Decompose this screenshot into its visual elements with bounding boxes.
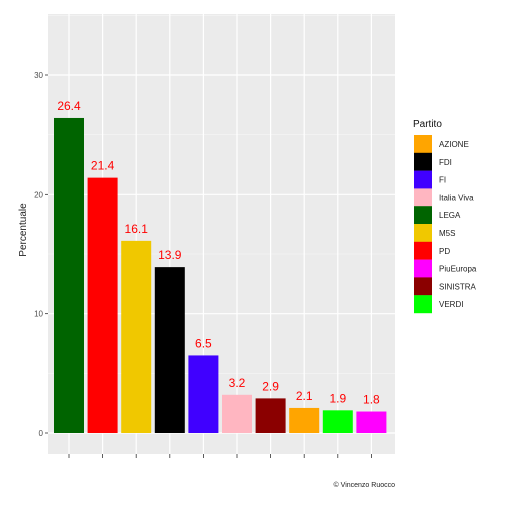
legend-label: AZIONE [439,140,469,149]
data-label: 6.5 [195,336,212,350]
bar-fi [188,355,219,433]
y-axis-title: Percentuale [18,203,29,257]
legend-swatch [414,259,432,278]
data-label: 1.8 [363,393,380,407]
legend-swatch [414,224,432,242]
legend-swatch [414,277,432,296]
bar-piueuropa [356,411,387,433]
bar-lega [54,117,84,434]
legend-label: FDI [439,158,452,167]
legend-swatch [414,295,432,314]
legend: Partito AZIONE FDI FI Italia Viva LEGA M5S PD P… [413,119,477,314]
caption: © Vincenzo Ruocco [334,481,396,489]
legend-swatch [414,170,432,189]
y-tick-label: 0 [39,429,44,438]
data-label: 3.2 [229,376,246,390]
legend-label: LEGA [439,211,461,220]
legend-label: SINISTRA [439,282,477,291]
legend-swatch [414,188,432,207]
y-tick-label: 30 [34,71,43,80]
bar-sinistra [255,398,286,433]
bar-fdi [154,267,185,433]
x-axis [68,454,372,458]
bar-azione [289,407,320,433]
legend-swatch [414,241,432,260]
bar-italia-viva [222,394,252,433]
bar-verdi [322,410,353,433]
y-axis: 0 10 20 30 [34,71,48,438]
data-label: 13.9 [158,248,182,262]
legend-swatch [414,206,432,225]
y-tick-label: 20 [34,190,43,199]
legend-label: Italia Viva [439,193,474,202]
data-label: 2.1 [296,389,313,403]
data-label: 26.4 [57,99,81,113]
data-label: 1.9 [329,391,346,405]
legend-label: PD [439,247,450,256]
legend-title: Partito [413,119,442,130]
bars [54,117,387,434]
legend-items: AZIONE FDI FI Italia Viva LEGA M5S PD PiuEuropa… [414,135,477,314]
data-label: 16.1 [125,222,149,236]
legend-label: PiuEuropa [439,265,477,274]
legend-swatch [414,152,432,171]
bar-m5s [121,240,152,433]
legend-label: M5S [439,229,455,238]
legend-label: FI [439,176,446,185]
y-tick-label: 10 [34,310,43,319]
legend-label: VERDI [439,300,463,309]
legend-swatch [414,135,432,153]
data-label: 2.9 [262,379,279,393]
data-labels: 26.4 21.4 16.1 13.9 6.5 3.2 2.9 2.1 1.9 1.8 [57,99,380,407]
data-label: 21.4 [91,159,115,173]
bar-pd [87,177,118,433]
